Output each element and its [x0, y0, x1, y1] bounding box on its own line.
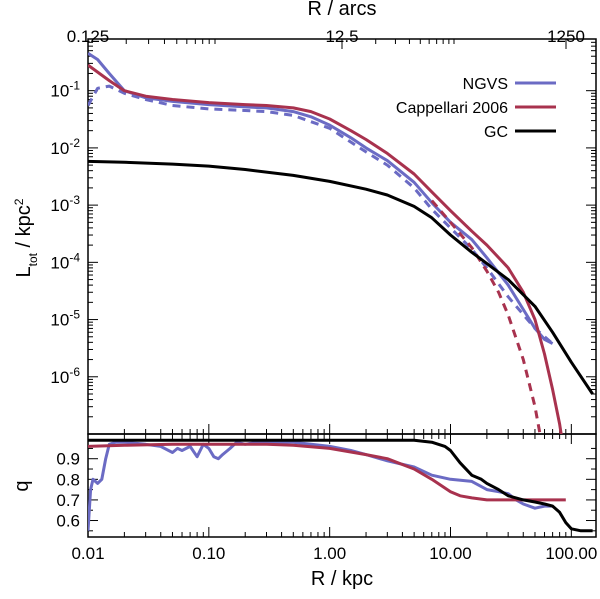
legend-label-gc: GC — [484, 124, 508, 141]
x-tick-label: 1.00 — [313, 544, 346, 563]
series-line-gc — [88, 159, 594, 395]
q-tick-label: 0.9 — [56, 450, 80, 469]
bottom-y-axis-title: q — [11, 480, 33, 491]
top-y-tick-labels: 10-1 10-2 10-3 10-4 10-5 10-6 — [50, 79, 80, 387]
top-axis-tick-label: 12.5 — [325, 27, 358, 46]
q-tick-label: 0.7 — [56, 491, 80, 510]
q-series-line-gc — [88, 438, 593, 533]
y-tick-label: 10-5 — [50, 308, 80, 330]
q-tick-label: 0.6 — [56, 512, 80, 531]
y-tick-label: 10-1 — [50, 79, 80, 101]
legend-label-cappellari: Cappellari 2006 — [396, 100, 508, 117]
series-line-ngvs — [88, 52, 554, 345]
axis-ticks — [87, 38, 596, 537]
top-axis-tick-label: 1250 — [547, 27, 585, 46]
x-tick-label: 0.10 — [192, 544, 225, 563]
top-panel-series — [88, 52, 594, 434]
y-tick-label: 10-4 — [50, 250, 80, 272]
top-y-axis-title: Ltot / kpc2 — [12, 198, 40, 277]
legend-label-ngvs: NGVS — [463, 76, 508, 93]
top-axis-tick-label: 0.125 — [67, 27, 110, 46]
series-line-ngvs-dashed — [88, 84, 554, 345]
series-line-cappellari-2006-dashed — [430, 199, 542, 434]
bottom-panel-frame — [87, 433, 597, 538]
y-tick-label: 10-3 — [50, 193, 80, 215]
q-tick-label: 0.8 — [56, 470, 80, 489]
x-tick-label: 0.01 — [71, 544, 104, 563]
x-tick-label: 10.00 — [429, 544, 472, 563]
legend: NGVS Cappellari 2006 GC — [396, 76, 556, 141]
q-series-line-ngvs — [88, 440, 553, 531]
x-axis-title: R / kpc — [311, 568, 373, 590]
top-axis-title: R / arcs — [308, 0, 377, 20]
y-tick-label: 10-6 — [50, 365, 80, 387]
bottom-panel-series — [88, 438, 593, 533]
y-tick-label: 10-2 — [50, 136, 80, 158]
x-tick-label: 100.00 — [545, 544, 597, 563]
series-line-cappellari-2006 — [88, 63, 563, 434]
q-series-line-cappellari-2006 — [88, 442, 566, 502]
